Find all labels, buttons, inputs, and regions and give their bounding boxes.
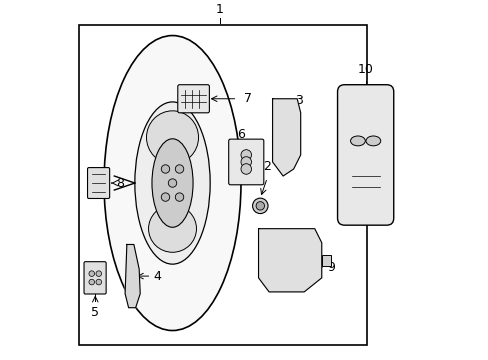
Polygon shape (125, 244, 140, 308)
Circle shape (161, 165, 169, 173)
Circle shape (252, 198, 267, 213)
Text: 10: 10 (357, 63, 373, 76)
FancyBboxPatch shape (178, 85, 209, 113)
Circle shape (241, 157, 251, 167)
Text: 6: 6 (237, 128, 244, 141)
Ellipse shape (135, 102, 210, 264)
Circle shape (175, 165, 183, 173)
FancyBboxPatch shape (337, 85, 393, 225)
Text: 4: 4 (153, 270, 161, 283)
Text: 7: 7 (244, 92, 252, 105)
Circle shape (89, 279, 94, 285)
Circle shape (241, 150, 251, 160)
Circle shape (256, 202, 264, 210)
Circle shape (161, 193, 169, 201)
Ellipse shape (146, 111, 198, 164)
Polygon shape (258, 229, 321, 292)
Text: 1: 1 (216, 3, 224, 16)
FancyBboxPatch shape (84, 262, 106, 294)
Circle shape (241, 164, 251, 174)
Circle shape (96, 279, 102, 285)
Ellipse shape (104, 36, 241, 330)
Text: 9: 9 (326, 261, 334, 274)
Text: 8: 8 (116, 176, 124, 189)
FancyBboxPatch shape (87, 168, 109, 198)
Polygon shape (272, 99, 300, 176)
FancyBboxPatch shape (321, 255, 330, 266)
Text: 3: 3 (295, 94, 303, 107)
Ellipse shape (152, 139, 193, 227)
Text: 5: 5 (91, 306, 99, 319)
Ellipse shape (365, 136, 380, 146)
Circle shape (96, 271, 102, 276)
Text: 2: 2 (263, 159, 271, 172)
Ellipse shape (148, 205, 196, 252)
Circle shape (175, 193, 183, 201)
Circle shape (168, 179, 176, 187)
Ellipse shape (350, 136, 365, 146)
FancyBboxPatch shape (228, 139, 263, 185)
Circle shape (89, 271, 94, 276)
